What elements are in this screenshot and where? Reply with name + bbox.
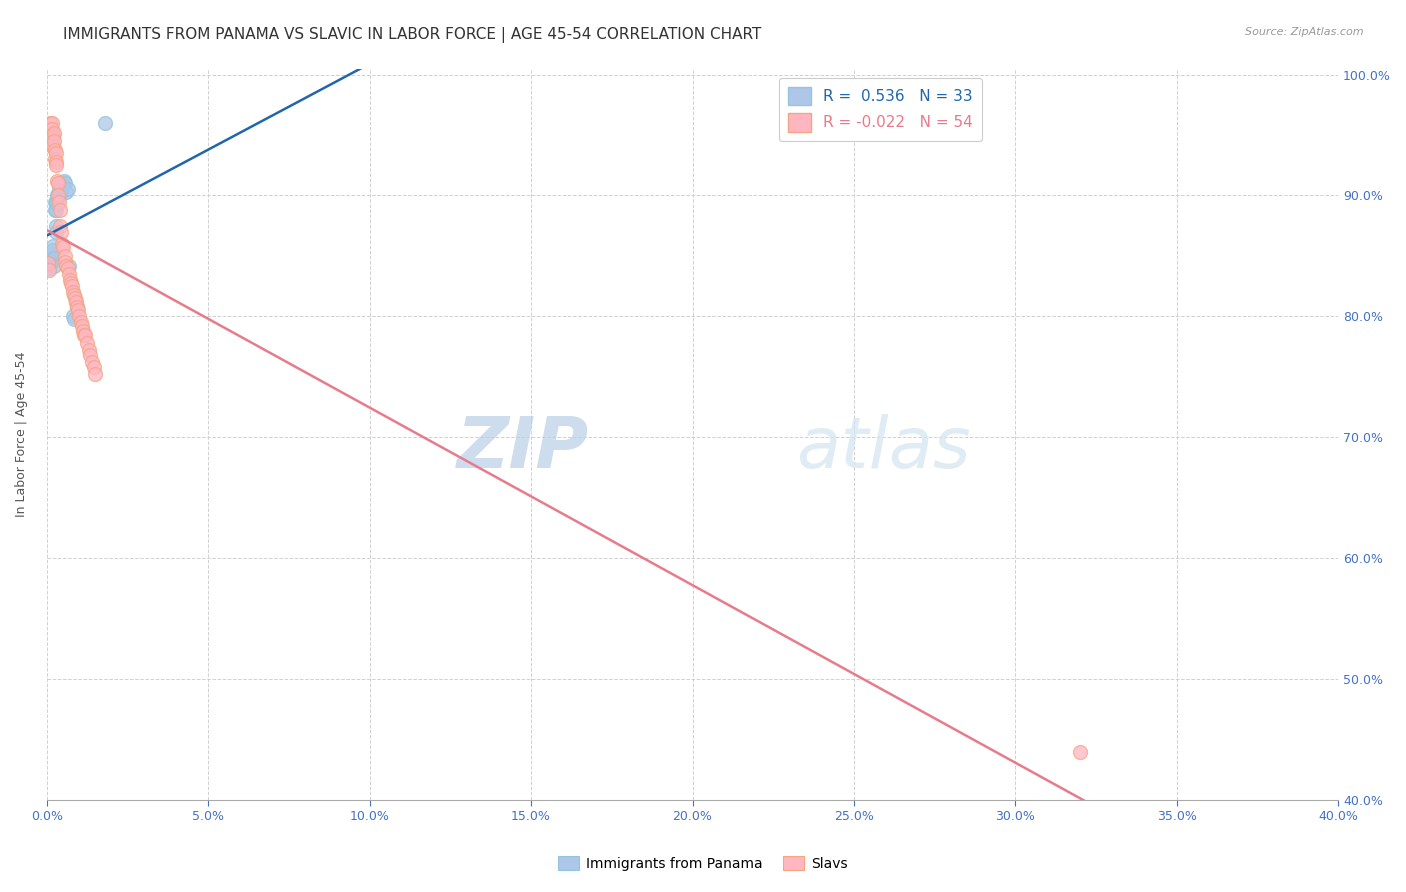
Point [45,154,67,169]
Point [76,336,98,351]
Point [62,310,84,324]
Point [42,134,65,148]
Point [45,202,67,217]
Point [44,143,66,157]
Point [42,130,65,145]
Point [42,137,65,152]
Point [75,327,97,342]
Point [38,263,60,277]
Point [60,279,83,293]
Point [55,185,77,199]
Point [73,327,96,342]
Point [62,285,84,300]
Text: ZIP: ZIP [457,415,589,483]
Point [53,249,76,263]
Point [44,152,66,166]
Point [46,174,69,188]
Point [63,311,86,326]
Point [46,197,69,211]
Point [42,259,65,273]
Point [67,303,90,318]
Point [39,252,62,266]
Point [52,240,75,254]
Point [55,259,77,273]
Point [41,140,63,154]
Point [83,360,105,375]
Point [51,178,73,193]
Point [41,128,63,142]
Y-axis label: In Labor Force | Age 45-54: In Labor Force | Age 45-54 [15,351,28,517]
Point [45,219,67,233]
Legend: R =  0.536   N = 33, R = -0.022   N = 54: R = 0.536 N = 33, R = -0.022 N = 54 [779,78,981,141]
Point [48,194,70,209]
Point [84,368,107,382]
Point [45,194,67,209]
Point [72,324,94,338]
Point [38,260,60,275]
Point [52,174,75,188]
Point [41,246,63,260]
Point [42,243,65,257]
Legend: Immigrants from Panama, Slavs: Immigrants from Panama, Slavs [553,850,853,876]
Point [59,276,82,290]
Point [37,256,59,270]
Point [67,310,90,324]
Point [77,343,100,358]
Point [56,260,79,275]
Point [46,188,69,202]
Point [63,291,86,305]
Point [65,294,87,309]
Point [44,202,66,217]
Point [39,256,62,270]
Point [49,219,72,233]
Point [42,126,65,140]
Point [39,122,62,136]
Text: Source: ZipAtlas.com: Source: ZipAtlas.com [1246,27,1364,37]
Point [41,255,63,269]
Point [45,158,67,172]
Point [48,177,70,191]
Point [66,300,89,314]
Point [49,188,72,202]
Point [51,185,73,199]
Point [70,319,93,334]
Point [58,267,80,281]
Point [45,146,67,161]
Point [48,202,70,217]
Point [41,239,63,253]
Point [59,273,82,287]
Point [46,188,69,202]
Point [94,116,117,130]
Point [51,236,73,251]
Point [48,182,70,196]
Point [53,177,76,191]
Point [41,122,63,136]
Point [65,294,87,309]
Text: IMMIGRANTS FROM PANAMA VS SLAVIC IN LABOR FORCE | AGE 45-54 CORRELATION CHART: IMMIGRANTS FROM PANAMA VS SLAVIC IN LABO… [63,27,762,43]
Point [58,259,80,273]
Point [79,348,101,362]
Point [39,116,62,130]
Point [41,116,63,130]
Point [44,194,66,209]
Text: atlas: atlas [796,415,970,483]
Point [55,255,77,269]
Point [42,252,65,266]
Point [45,225,67,239]
Point [46,177,69,191]
Point [56,182,79,196]
Point [1069,745,1091,759]
Point [51,225,73,239]
Point [69,315,91,329]
Point [66,300,89,314]
Point [80,355,103,369]
Point [63,287,86,301]
Point [46,188,69,202]
Point [39,128,62,142]
